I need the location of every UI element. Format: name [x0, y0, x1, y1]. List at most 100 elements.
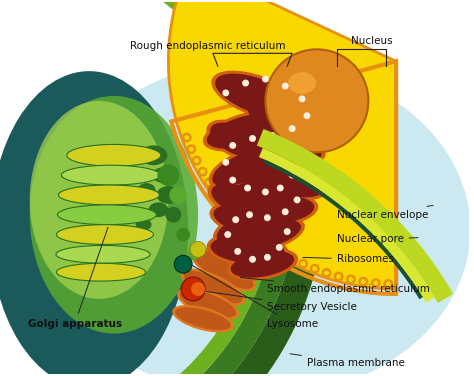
- Circle shape: [334, 271, 344, 282]
- Circle shape: [224, 231, 231, 238]
- Ellipse shape: [210, 235, 284, 264]
- Circle shape: [262, 76, 269, 83]
- Ellipse shape: [45, 61, 470, 376]
- Circle shape: [262, 188, 269, 196]
- Ellipse shape: [211, 143, 294, 188]
- Circle shape: [190, 241, 206, 257]
- Ellipse shape: [181, 268, 245, 306]
- Circle shape: [293, 155, 301, 162]
- Circle shape: [244, 185, 251, 191]
- Circle shape: [182, 132, 191, 143]
- Circle shape: [157, 164, 179, 186]
- Circle shape: [265, 49, 368, 152]
- Circle shape: [371, 278, 381, 288]
- Circle shape: [246, 211, 253, 218]
- Circle shape: [229, 177, 236, 183]
- Ellipse shape: [244, 96, 330, 136]
- Circle shape: [289, 125, 296, 132]
- Circle shape: [298, 259, 308, 269]
- Ellipse shape: [233, 136, 322, 165]
- Ellipse shape: [58, 185, 159, 205]
- Circle shape: [321, 268, 331, 278]
- Circle shape: [301, 261, 306, 266]
- Ellipse shape: [219, 179, 297, 211]
- Circle shape: [189, 147, 194, 152]
- Ellipse shape: [209, 151, 267, 190]
- Circle shape: [248, 227, 253, 232]
- Circle shape: [181, 277, 205, 301]
- Ellipse shape: [241, 163, 323, 197]
- Wedge shape: [257, 129, 453, 303]
- Circle shape: [293, 196, 301, 203]
- Wedge shape: [97, 0, 297, 376]
- Text: Ribosomes: Ribosomes: [303, 254, 394, 264]
- Circle shape: [324, 270, 329, 275]
- Wedge shape: [90, 0, 325, 376]
- Circle shape: [282, 83, 289, 89]
- Ellipse shape: [180, 290, 236, 318]
- Circle shape: [361, 279, 366, 284]
- Circle shape: [312, 266, 317, 271]
- Ellipse shape: [203, 110, 292, 152]
- Circle shape: [200, 169, 205, 174]
- Circle shape: [191, 156, 201, 165]
- Circle shape: [236, 216, 246, 226]
- Circle shape: [374, 280, 378, 286]
- Circle shape: [246, 225, 255, 235]
- Circle shape: [277, 185, 284, 191]
- Ellipse shape: [56, 263, 146, 281]
- Circle shape: [204, 177, 214, 187]
- Circle shape: [289, 256, 294, 261]
- Circle shape: [336, 274, 341, 279]
- Circle shape: [187, 249, 199, 260]
- Wedge shape: [263, 159, 423, 299]
- Circle shape: [232, 216, 239, 223]
- Circle shape: [222, 89, 229, 96]
- Circle shape: [222, 159, 229, 166]
- Ellipse shape: [190, 247, 256, 291]
- Circle shape: [276, 247, 286, 257]
- Ellipse shape: [215, 74, 300, 118]
- Text: Rough endoplasmic reticulum: Rough endoplasmic reticulum: [130, 41, 286, 52]
- Circle shape: [278, 249, 283, 255]
- Circle shape: [310, 264, 319, 274]
- Ellipse shape: [214, 176, 301, 214]
- Circle shape: [258, 235, 263, 240]
- Ellipse shape: [67, 144, 161, 166]
- Ellipse shape: [213, 203, 292, 236]
- Text: Nuclear envelope: Nuclear envelope: [337, 205, 433, 220]
- Circle shape: [238, 219, 244, 224]
- Ellipse shape: [207, 112, 288, 149]
- Ellipse shape: [210, 200, 296, 239]
- Circle shape: [228, 207, 237, 217]
- Ellipse shape: [206, 120, 269, 161]
- Ellipse shape: [137, 183, 155, 197]
- Circle shape: [165, 207, 181, 223]
- Ellipse shape: [212, 154, 263, 186]
- Circle shape: [229, 142, 236, 149]
- Text: Nucleus: Nucleus: [351, 36, 392, 47]
- Ellipse shape: [248, 99, 326, 133]
- Ellipse shape: [62, 165, 160, 185]
- Ellipse shape: [210, 123, 265, 158]
- Ellipse shape: [230, 216, 305, 253]
- Text: Nuclear pore: Nuclear pore: [337, 235, 418, 244]
- Ellipse shape: [234, 219, 301, 250]
- Ellipse shape: [30, 101, 168, 299]
- Circle shape: [287, 253, 297, 263]
- Ellipse shape: [153, 167, 174, 183]
- Ellipse shape: [172, 305, 234, 332]
- Circle shape: [346, 274, 356, 284]
- Circle shape: [268, 243, 273, 248]
- Circle shape: [282, 208, 289, 215]
- Circle shape: [221, 200, 227, 205]
- Ellipse shape: [148, 202, 168, 217]
- Ellipse shape: [207, 232, 289, 267]
- Circle shape: [169, 186, 187, 204]
- Circle shape: [242, 80, 249, 86]
- Ellipse shape: [217, 214, 269, 245]
- Circle shape: [186, 144, 196, 154]
- Ellipse shape: [231, 251, 294, 277]
- Circle shape: [214, 190, 219, 195]
- Ellipse shape: [192, 249, 253, 289]
